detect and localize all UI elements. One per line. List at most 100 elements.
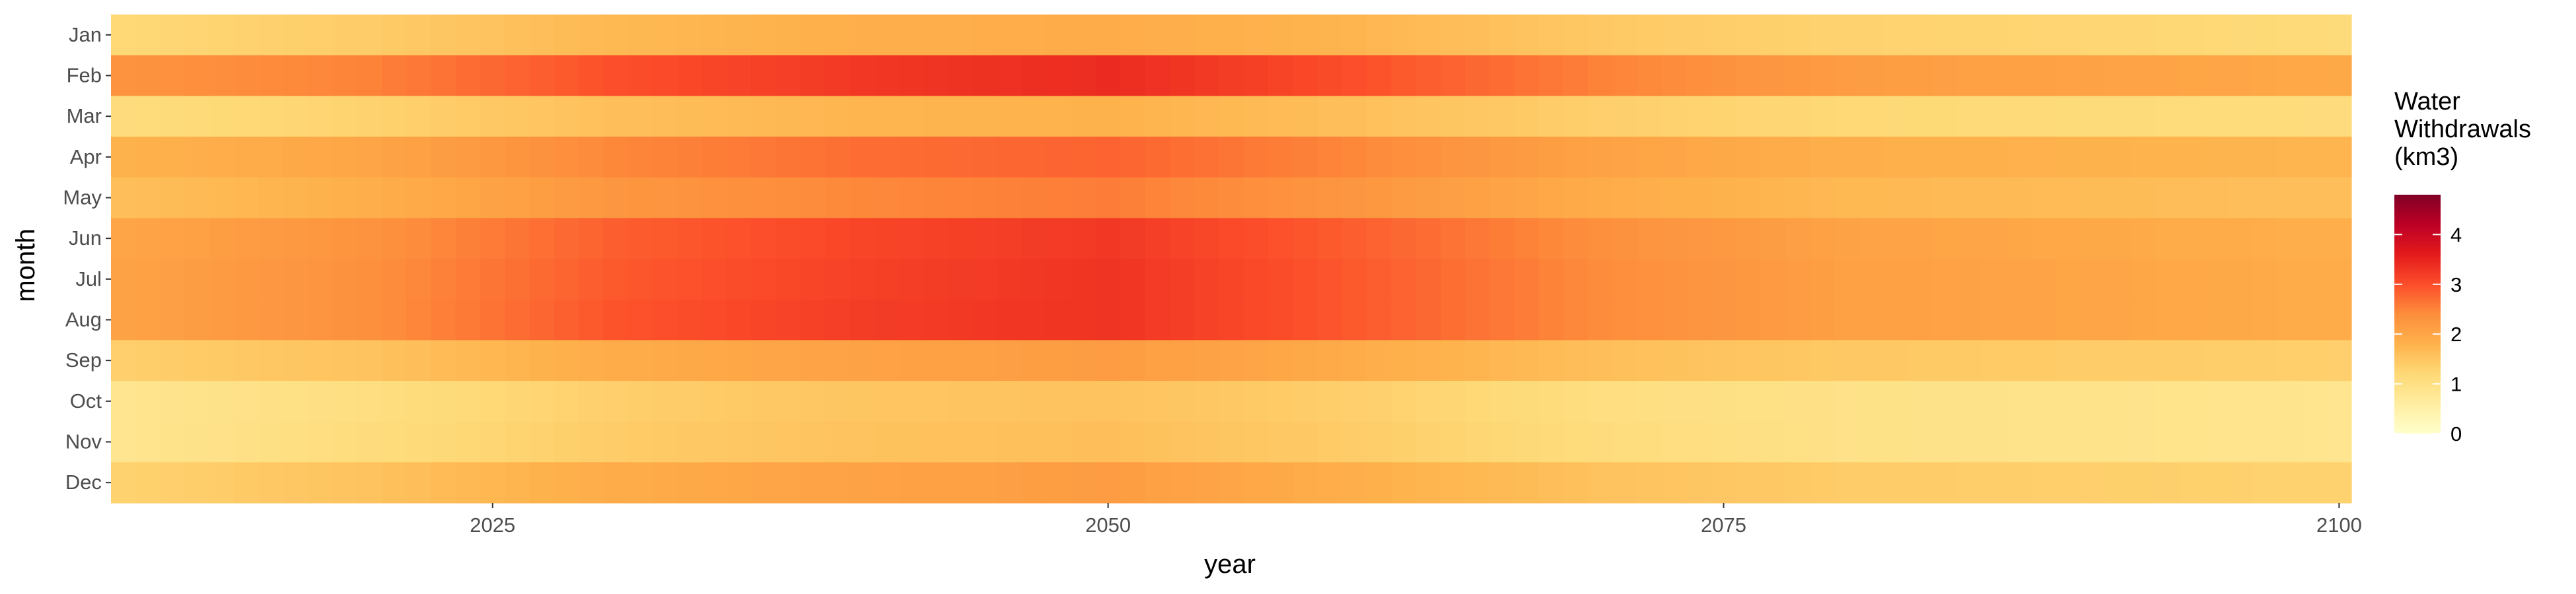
- heatmap-tile: [382, 421, 407, 463]
- heatmap-tile: [1908, 381, 1933, 422]
- heatmap-tile: [1071, 381, 1096, 422]
- heatmap-tile: [1415, 299, 1441, 341]
- heatmap-tile: [480, 96, 505, 137]
- heatmap-tile: [1268, 15, 1293, 56]
- heatmap-tile: [1760, 381, 1786, 422]
- heatmap-tile: [751, 299, 777, 341]
- heatmap-tile: [2056, 55, 2081, 96]
- heatmap-tile: [406, 299, 432, 341]
- heatmap-tile: [2031, 137, 2057, 178]
- heatmap-tile: [1095, 421, 1121, 463]
- heatmap-tile: [701, 218, 727, 259]
- heatmap-tile: [2252, 340, 2278, 381]
- heatmap-tile: [972, 15, 998, 56]
- heatmap-tile: [1489, 177, 1515, 218]
- heatmap-tile: [2228, 340, 2254, 381]
- heatmap-tile: [1022, 340, 1048, 381]
- heatmap-tile: [1588, 177, 1614, 218]
- heatmap-tile: [1736, 137, 1761, 178]
- y-tick-label: Aug: [65, 308, 102, 331]
- heatmap-tile: [234, 177, 260, 218]
- heatmap-tile: [824, 421, 850, 463]
- heatmap-tile: [2154, 462, 2180, 504]
- heatmap-tile: [382, 137, 407, 178]
- heatmap-tile: [800, 340, 826, 381]
- heatmap-tile: [1834, 259, 1860, 300]
- heatmap-tile: [2302, 137, 2328, 178]
- heatmap-tile: [2203, 218, 2229, 259]
- heatmap-tile: [1736, 55, 1761, 96]
- heatmap-tile: [1120, 218, 1146, 259]
- heatmap-tile: [1563, 299, 1589, 341]
- x-tick-label: 2025: [470, 513, 515, 537]
- heatmap-tile: [1022, 15, 1048, 56]
- heatmap-tile: [603, 259, 629, 300]
- heatmap-tile: [1711, 218, 1736, 259]
- heatmap-tile: [283, 259, 308, 300]
- heatmap-tile: [603, 96, 629, 137]
- heatmap-tile: [332, 218, 358, 259]
- heatmap-tile: [332, 259, 358, 300]
- heatmap-tile: [1612, 218, 1638, 259]
- y-axis-title: month: [11, 228, 40, 302]
- heatmap-tile: [898, 15, 924, 56]
- heatmap-tile: [677, 381, 703, 422]
- heatmap-tile: [2080, 299, 2106, 341]
- heatmap-tile: [1367, 218, 1392, 259]
- heatmap-tile: [1169, 177, 1195, 218]
- heatmap-tile: [1194, 15, 1219, 56]
- heatmap-tile: [1612, 299, 1638, 341]
- heatmap-tile: [184, 299, 210, 341]
- heatmap-tile: [1268, 381, 1293, 422]
- heatmap-tile: [1859, 177, 1884, 218]
- heatmap-tile: [382, 299, 407, 341]
- heatmap-tile: [2228, 177, 2254, 218]
- heatmap-tile: [1686, 340, 1712, 381]
- heatmap-tile: [603, 340, 629, 381]
- y-tick-label: Jun: [69, 226, 102, 249]
- heatmap-tile: [2326, 462, 2352, 504]
- heatmap-tile: [455, 462, 481, 504]
- heatmap-tile: [2302, 15, 2328, 56]
- heatmap-tile: [1293, 462, 1318, 504]
- heatmap-tile: [1538, 259, 1564, 300]
- heatmap-tile: [1538, 15, 1564, 56]
- heatmap-tile: [1120, 55, 1146, 96]
- heatmap-tile: [800, 259, 826, 300]
- heatmap-tile: [874, 218, 900, 259]
- heatmap-tile: [357, 137, 382, 178]
- heatmap-tile: [603, 299, 629, 341]
- heatmap-tile: [923, 340, 948, 381]
- heatmap-tile: [948, 462, 974, 504]
- x-tick-label: 2100: [2316, 513, 2362, 537]
- heatmap-tile: [1095, 462, 1121, 504]
- heatmap-tile: [2302, 177, 2328, 218]
- heatmap-tile: [677, 218, 703, 259]
- heatmap-tile: [1982, 299, 2007, 341]
- heatmap-tile: [1219, 340, 1244, 381]
- heatmap-tile: [455, 55, 481, 96]
- heatmap-tile: [1809, 55, 1835, 96]
- heatmap-tile: [1293, 259, 1318, 300]
- heatmap-tile: [1465, 381, 1490, 422]
- heatmap-tile: [1194, 462, 1219, 504]
- heatmap-tile: [357, 177, 382, 218]
- heatmap-tile: [849, 381, 875, 422]
- heatmap-tile: [455, 421, 481, 463]
- heatmap-tile: [1268, 259, 1293, 300]
- heatmap-tile: [1711, 299, 1736, 341]
- heatmap-tile: [653, 340, 678, 381]
- heatmap-tile: [1342, 381, 1367, 422]
- heatmap-tile: [2203, 96, 2229, 137]
- heatmap-tile: [332, 381, 358, 422]
- heatmap-tile: [135, 299, 161, 341]
- heatmap-tile: [1169, 218, 1195, 259]
- heatmap-tile: [283, 381, 308, 422]
- heatmap-tile: [627, 259, 653, 300]
- heatmap-tile: [2129, 137, 2155, 178]
- heatmap-tile: [1834, 137, 1860, 178]
- heatmap-tile: [308, 96, 334, 137]
- heatmap-tile: [1243, 137, 1269, 178]
- heatmap-tile: [849, 177, 875, 218]
- heatmap-tile: [824, 462, 850, 504]
